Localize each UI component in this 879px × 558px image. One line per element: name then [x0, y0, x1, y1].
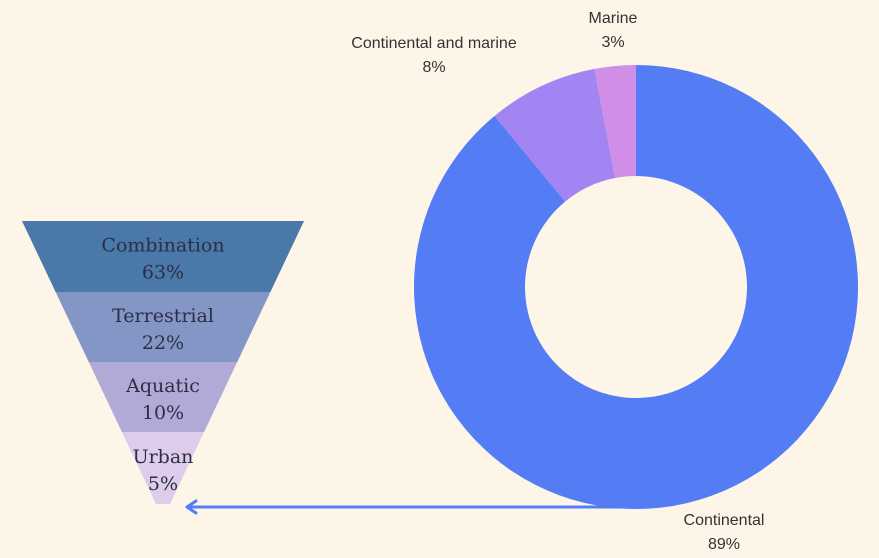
donut-slice-continental: [414, 65, 859, 509]
donut-value-continental: 89%: [708, 536, 740, 553]
funnel-label-combination: Combination: [101, 235, 224, 257]
funnel-segment-terrestrial: [55, 292, 271, 362]
funnel-segment-urban: [121, 432, 205, 504]
donut-slice-marine: [594, 65, 636, 178]
funnel-segment-combination: [22, 221, 304, 292]
donut-chart: Continental 89% Continental and marine 8% Ma…: [351, 10, 859, 553]
donut-value-marine: 3%: [601, 34, 624, 51]
funnel-chart: Combination 63% Terrestrial 22% Aquatic 10% Ur…: [22, 221, 304, 504]
funnel-value-urban: 5%: [148, 473, 178, 495]
funnel-label-terrestrial: Terrestrial: [112, 305, 214, 327]
funnel-label-urban: Urban: [133, 446, 194, 468]
funnel-value-aquatic: 10%: [142, 402, 184, 424]
donut-label-continental: Continental: [684, 512, 765, 529]
funnel-value-combination: 63%: [142, 262, 184, 284]
funnel-label-aquatic: Aquatic: [125, 375, 200, 397]
donut-value-continental-and-marine: 8%: [422, 59, 445, 76]
donut-label-marine: Marine: [589, 10, 638, 27]
connector-arrow: [185, 499, 636, 515]
arrow-head-icon: [185, 499, 198, 515]
donut-label-continental-and-marine: Continental and marine: [351, 35, 517, 52]
donut-slice-continental-and-marine: [494, 68, 616, 202]
funnel-value-terrestrial: 22%: [142, 332, 184, 354]
funnel-segment-aquatic: [88, 362, 238, 432]
